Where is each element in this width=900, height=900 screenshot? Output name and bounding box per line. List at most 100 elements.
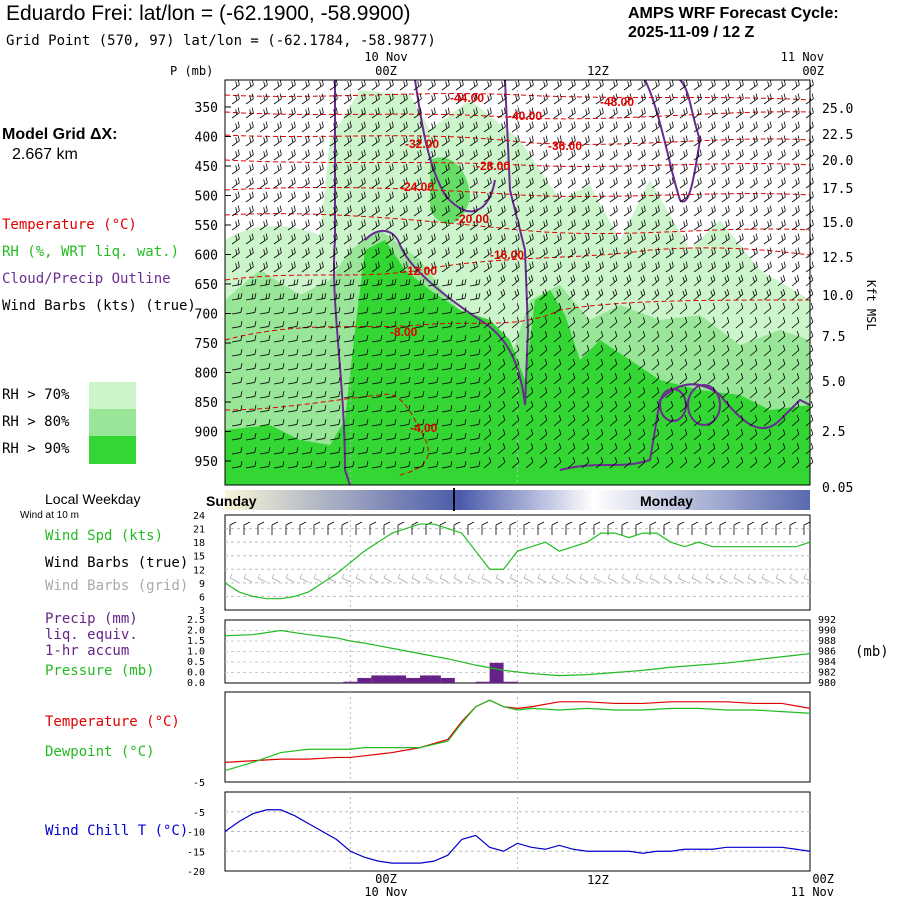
wind-barb-flag (394, 321, 397, 327)
wind-barb-shaft (231, 466, 241, 469)
wind-barb-shaft (469, 154, 478, 161)
wind-barb (273, 349, 285, 357)
precip-label-line2: liq. equiv. (45, 627, 138, 643)
wind-barb-flag (305, 263, 308, 269)
wind-barb (357, 391, 369, 399)
wind-barb-shaft (301, 224, 310, 231)
wind-barb-flag (478, 279, 481, 285)
wind-barb (413, 177, 422, 189)
wind-barb-flag (335, 107, 338, 113)
wind-barb-flag (249, 249, 252, 255)
wind-barb-shaft (455, 298, 465, 301)
wind-barb (231, 405, 243, 413)
wind-barb-flag (305, 137, 308, 143)
wind-barb-shaft (469, 168, 478, 175)
weekday-bar (225, 490, 810, 510)
wind-barb-flag (249, 193, 252, 199)
wind-barb (273, 321, 285, 329)
height-tick-7: 7.5 (822, 330, 845, 345)
wind-barb-flag (408, 363, 411, 369)
wind-barb (315, 377, 327, 385)
wind-barb-flag (405, 219, 408, 225)
pressure-label: Pressure (mb) (45, 663, 155, 679)
wind-barb (511, 149, 520, 161)
wind-barb (455, 205, 464, 217)
wind-barb-flag (349, 233, 352, 239)
wind-barb-shaft (427, 396, 437, 399)
wind-barb (441, 135, 450, 147)
wind-barb (483, 274, 492, 287)
wind-barb-flag (240, 461, 243, 467)
wind-barb-flag (349, 135, 352, 141)
wind-barb-shaft (413, 298, 423, 301)
wind-barb-shaft (273, 98, 282, 105)
wind-barb-flag (445, 235, 448, 241)
windchill-label: Wind Chill T (°C) (45, 823, 189, 839)
wind-barb (441, 121, 450, 133)
wind-barb-flag (380, 405, 383, 411)
wind-barb-flag (403, 179, 406, 185)
wind-barb (301, 349, 313, 357)
wind-barb-flag (394, 405, 397, 411)
wind-barb-flag (251, 163, 254, 169)
wind-barb-flag (293, 279, 296, 286)
wind-barb-flag (419, 279, 422, 286)
wind-barb-flag (422, 321, 425, 327)
wind-barb-shaft (483, 238, 492, 245)
wind-barb-flag (419, 205, 422, 211)
wind-barb (427, 261, 436, 273)
wind-barb-flag (321, 219, 324, 225)
wind-barb-flag (447, 163, 450, 169)
wind-barb-flag (417, 137, 420, 143)
wind-barb-flag (321, 163, 324, 169)
wind-barb-shaft (245, 438, 255, 441)
wind-barb (329, 363, 341, 371)
wind-barb-shaft (469, 312, 479, 315)
wind-barb-shaft (385, 168, 394, 175)
wind-barb-shaft (245, 466, 255, 469)
wind-barb-flag (333, 221, 336, 227)
wind-barb-shaft (329, 438, 339, 441)
wind-barb-shaft (273, 410, 283, 413)
wind-barb (287, 307, 299, 315)
wind-barb-shaft (483, 363, 492, 371)
wind-barb-flag (277, 109, 280, 115)
wind-barb-flag (431, 263, 434, 269)
wind-barb-flag (380, 447, 383, 453)
temp-contour-4 (225, 159, 810, 167)
bottom-time-label-3-day: 11 Nov (790, 885, 834, 899)
wind-barb (329, 107, 338, 119)
wind-barb-flag (352, 461, 355, 467)
wind-barb-flag (268, 335, 271, 341)
wind-barb (455, 335, 467, 343)
wind-barb-flag (377, 149, 380, 155)
wind-barb-flag (254, 391, 257, 397)
wind-barb-flag (450, 377, 453, 383)
wind-barb-shaft (441, 410, 451, 413)
wind-barb (273, 461, 285, 469)
wind-barb-flag (249, 81, 252, 87)
wind-barb-flag (475, 247, 478, 253)
wind-barb-flag (811, 205, 814, 211)
wind-barb-flag (464, 335, 467, 341)
wind-barb-flag (249, 95, 252, 101)
wind-barb-shaft (483, 419, 492, 427)
wind-barb (371, 405, 383, 413)
wind-barb-flag (403, 249, 406, 255)
wind-barb-flag (380, 461, 383, 467)
wind-barb (441, 219, 450, 231)
wind-barb-shaft (483, 461, 492, 469)
wind-barb-shaft (371, 266, 380, 273)
wind-barb-flag (417, 207, 420, 213)
wind-barb-flag (347, 81, 350, 87)
wind-barb-flag (347, 95, 350, 101)
wind-barb (455, 261, 464, 273)
wind-barb (469, 191, 478, 203)
wind-barb-flag (391, 107, 394, 113)
wind-barb (245, 461, 257, 469)
wind-barb (301, 219, 310, 231)
dewpoint-label: Dewpoint (°C) (45, 744, 155, 760)
wind-barb (427, 247, 436, 259)
wind-barb-shaft (245, 252, 254, 259)
wind-barb-shaft (343, 266, 352, 273)
